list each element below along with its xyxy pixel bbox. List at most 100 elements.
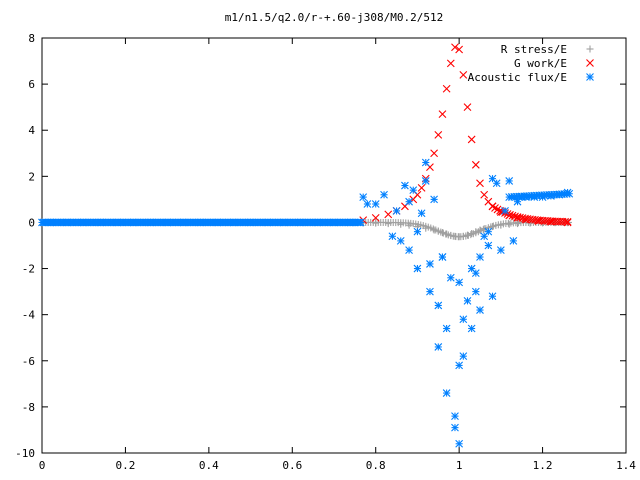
x-tick-label: 1 bbox=[456, 459, 463, 472]
data-point bbox=[459, 315, 468, 324]
data-point bbox=[476, 306, 484, 314]
data-point bbox=[421, 158, 430, 167]
data-point bbox=[455, 278, 464, 287]
data-point bbox=[501, 207, 509, 215]
data-point bbox=[413, 264, 422, 273]
x-tick-label: 0 bbox=[39, 459, 46, 472]
data-point bbox=[388, 232, 397, 241]
data-point bbox=[467, 135, 476, 144]
legend-marker bbox=[586, 59, 594, 67]
data-point bbox=[451, 43, 459, 52]
plot-frame bbox=[41, 37, 627, 454]
x-tick-label: 1.2 bbox=[533, 459, 553, 472]
data-point bbox=[455, 439, 464, 448]
y-tick-label: -8 bbox=[22, 401, 35, 414]
data-point bbox=[467, 324, 476, 333]
data-point bbox=[505, 220, 513, 228]
data-point bbox=[476, 253, 484, 261]
data-point bbox=[455, 45, 464, 54]
data-point bbox=[471, 269, 480, 278]
data-point bbox=[463, 296, 472, 305]
data-point bbox=[493, 205, 502, 214]
data-point bbox=[401, 181, 409, 190]
data-point bbox=[426, 260, 434, 268]
data-point bbox=[514, 220, 522, 228]
data-point bbox=[392, 207, 401, 215]
data-point bbox=[565, 189, 574, 198]
data-point bbox=[471, 287, 480, 296]
data-point bbox=[484, 241, 493, 250]
axis-ticks: 0 0.2 0.4 0.6 0.8 1 1.2 1.4 -10 -8 -6 -4 -2 0 2 4 6 8 bbox=[15, 32, 636, 472]
data-point bbox=[356, 218, 365, 227]
y-tick-label: 6 bbox=[28, 78, 35, 91]
data-point bbox=[442, 324, 451, 333]
data-point bbox=[561, 217, 569, 226]
data-point bbox=[430, 195, 439, 204]
data-point bbox=[371, 213, 380, 222]
data-point bbox=[442, 84, 451, 93]
data-point bbox=[476, 179, 484, 188]
data-point bbox=[484, 227, 493, 236]
data-point bbox=[371, 200, 380, 208]
data-point bbox=[459, 352, 468, 361]
data-point bbox=[488, 174, 497, 183]
data-point bbox=[417, 183, 426, 192]
data-point bbox=[405, 197, 413, 206]
data-point bbox=[396, 236, 405, 245]
x-tick-label: 0.6 bbox=[282, 459, 302, 472]
data-point bbox=[438, 253, 447, 261]
data-point bbox=[451, 423, 459, 432]
y-tick-label: 0 bbox=[28, 216, 35, 229]
data-point bbox=[426, 287, 434, 296]
y-tick-label: -10 bbox=[15, 447, 35, 460]
chart-title: m1/n1.5/q2.0/r-+.60-j308/M0.2/512 bbox=[225, 11, 444, 24]
x-tick-label: 0.2 bbox=[115, 459, 135, 472]
data-point bbox=[509, 236, 518, 245]
y-tick-label: -2 bbox=[22, 263, 35, 276]
y-tick-label: 2 bbox=[28, 170, 35, 183]
data-point bbox=[434, 130, 443, 139]
data-point bbox=[434, 301, 443, 310]
data-point bbox=[446, 273, 455, 282]
data-point bbox=[384, 210, 393, 219]
data-point bbox=[455, 361, 464, 370]
data-point bbox=[563, 217, 572, 226]
data-point bbox=[508, 211, 517, 220]
data-point bbox=[421, 177, 430, 185]
data-point bbox=[413, 227, 422, 236]
data-point bbox=[405, 246, 413, 255]
data-point bbox=[430, 149, 439, 158]
x-tick-label: 0.8 bbox=[366, 459, 386, 472]
data-point bbox=[459, 70, 468, 79]
y-tick-label: 8 bbox=[28, 32, 35, 45]
data-point bbox=[506, 210, 514, 219]
data-point bbox=[463, 103, 472, 112]
legend-label: G work/E bbox=[514, 57, 567, 70]
data-point bbox=[471, 160, 480, 169]
legend-label: R stress/E bbox=[501, 43, 567, 56]
data-point bbox=[359, 193, 368, 201]
legend-marker bbox=[586, 45, 594, 53]
data-point bbox=[438, 110, 447, 118]
data-point bbox=[417, 209, 426, 218]
data-point bbox=[496, 246, 505, 255]
series-layer bbox=[38, 43, 574, 448]
y-tick-label: 4 bbox=[28, 124, 35, 137]
data-point bbox=[511, 212, 519, 221]
data-point bbox=[409, 186, 418, 195]
data-point bbox=[446, 59, 455, 68]
data-point bbox=[488, 292, 497, 301]
data-point bbox=[434, 343, 443, 351]
data-point bbox=[363, 200, 372, 208]
data-point bbox=[505, 177, 514, 185]
y-tick-label: -6 bbox=[22, 355, 35, 368]
legend-marker bbox=[586, 73, 594, 81]
series-2 bbox=[38, 158, 574, 448]
data-point bbox=[380, 190, 388, 199]
legend-label: Acoustic flux/E bbox=[468, 71, 567, 84]
data-point bbox=[451, 412, 459, 421]
data-point bbox=[442, 389, 451, 397]
y-tick-label: -4 bbox=[22, 309, 36, 322]
